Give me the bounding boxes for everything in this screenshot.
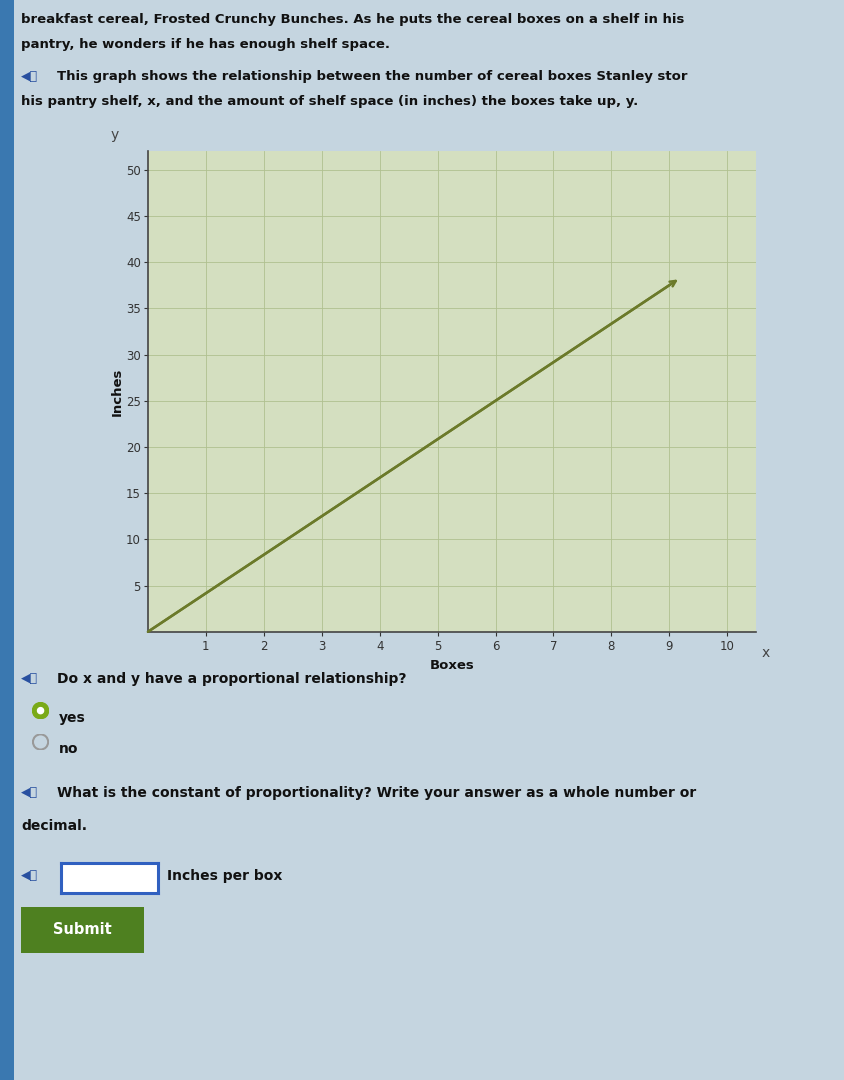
Text: Inches per box: Inches per box xyxy=(167,869,283,883)
Text: breakfast cereal, Frosted Crunchy Bunches. As he puts the cereal boxes on a shel: breakfast cereal, Frosted Crunchy Bunche… xyxy=(21,13,684,26)
Text: his pantry shelf, x, and the amount of shelf space (in inches) the boxes take up: his pantry shelf, x, and the amount of s… xyxy=(21,95,637,108)
Text: ◀⦿: ◀⦿ xyxy=(21,786,38,799)
Text: What is the constant of proportionality? Write your answer as a whole number or: What is the constant of proportionality?… xyxy=(57,786,696,800)
Text: decimal.: decimal. xyxy=(21,819,87,833)
Text: no: no xyxy=(59,742,78,756)
Text: ◀⦿: ◀⦿ xyxy=(21,869,38,882)
Text: ◀⦿: ◀⦿ xyxy=(21,70,38,83)
Text: This graph shows the relationship between the number of cereal boxes Stanley sto: This graph shows the relationship betwee… xyxy=(57,70,687,83)
Circle shape xyxy=(35,737,46,747)
Text: Do x and y have a proportional relationship?: Do x and y have a proportional relations… xyxy=(57,672,407,686)
Text: ◀⦿: ◀⦿ xyxy=(21,672,38,685)
Y-axis label: Inches: Inches xyxy=(111,367,123,416)
X-axis label: Boxes: Boxes xyxy=(430,659,473,672)
Circle shape xyxy=(37,707,44,714)
Text: pantry, he wonders if he has enough shelf space.: pantry, he wonders if he has enough shel… xyxy=(21,38,390,51)
Text: y: y xyxy=(111,127,119,141)
Text: yes: yes xyxy=(59,711,86,725)
Text: x: x xyxy=(761,646,770,660)
Circle shape xyxy=(32,702,49,719)
Text: Submit: Submit xyxy=(53,922,111,937)
